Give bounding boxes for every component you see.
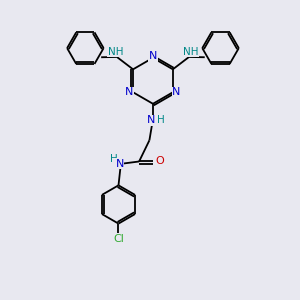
Text: NH: NH xyxy=(108,47,123,57)
Text: NH: NH xyxy=(183,47,198,57)
Text: H: H xyxy=(157,115,165,125)
Text: N: N xyxy=(125,87,134,97)
Text: N: N xyxy=(172,87,181,97)
Text: O: O xyxy=(155,157,164,166)
Text: H: H xyxy=(110,154,118,164)
Text: N: N xyxy=(149,51,157,61)
Text: Cl: Cl xyxy=(113,234,124,244)
Text: N: N xyxy=(147,115,155,125)
Text: N: N xyxy=(116,159,124,169)
